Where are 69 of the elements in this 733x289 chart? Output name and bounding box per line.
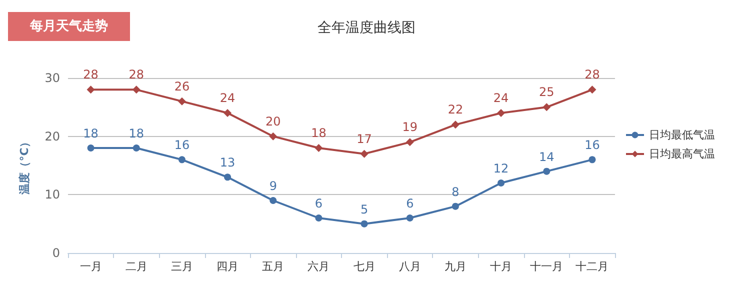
point bbox=[178, 156, 186, 164]
data-label: 5 bbox=[360, 202, 368, 216]
data-label: 24 bbox=[493, 91, 509, 105]
data-label: 13 bbox=[220, 156, 236, 170]
data-label: 20 bbox=[265, 114, 281, 128]
y-tick-label: 20 bbox=[44, 129, 60, 144]
x-tick-label: 七月 bbox=[353, 260, 376, 273]
data-label: 19 bbox=[402, 120, 418, 134]
point bbox=[132, 86, 140, 94]
point bbox=[360, 150, 368, 158]
x-tick-label: 六月 bbox=[308, 260, 330, 273]
data-label: 14 bbox=[538, 150, 554, 164]
data-label: 6 bbox=[406, 196, 414, 210]
point bbox=[406, 214, 414, 222]
y-tick-label: 0 bbox=[52, 246, 60, 260]
point bbox=[178, 97, 186, 106]
point bbox=[315, 214, 322, 222]
point bbox=[451, 120, 460, 129]
y-tick-label: 30 bbox=[44, 71, 60, 85]
point bbox=[452, 202, 459, 210]
data-label: 22 bbox=[448, 102, 464, 117]
point bbox=[86, 86, 95, 94]
data-label: 18 bbox=[128, 126, 144, 140]
x-tick-label: 八月 bbox=[398, 260, 421, 273]
point bbox=[224, 174, 232, 181]
data-label: 26 bbox=[174, 79, 190, 94]
x-tick-label: 十月 bbox=[490, 260, 512, 273]
point bbox=[224, 109, 232, 117]
point bbox=[588, 156, 596, 164]
data-label: 16 bbox=[584, 138, 600, 152]
data-label: 28 bbox=[83, 68, 98, 82]
point bbox=[498, 180, 505, 186]
chart-title: 全年温度曲线图 bbox=[318, 20, 416, 36]
point bbox=[132, 144, 140, 152]
x-tick-label: 五月 bbox=[262, 260, 284, 273]
point bbox=[314, 144, 323, 152]
point bbox=[497, 109, 506, 117]
x-tick-label: 十二月 bbox=[576, 260, 609, 273]
x-tick-label: 二月 bbox=[125, 260, 148, 273]
data-label: 18 bbox=[83, 126, 98, 140]
data-label: 16 bbox=[174, 138, 190, 152]
x-tick-label: 十一月 bbox=[530, 260, 564, 273]
data-label: 24 bbox=[220, 91, 236, 105]
text: 每月天气走势 bbox=[29, 18, 108, 34]
data-label: 28 bbox=[128, 68, 144, 82]
data-label: 9 bbox=[269, 179, 277, 193]
point bbox=[542, 103, 551, 112]
legend-label: 日均最低气温 bbox=[649, 128, 715, 142]
y-axis-title: 温度（°C） bbox=[18, 136, 31, 196]
data-label: 25 bbox=[538, 85, 554, 100]
point bbox=[543, 168, 550, 175]
point bbox=[87, 144, 94, 152]
x-tick-label: 三月 bbox=[170, 260, 193, 273]
data-label: 12 bbox=[493, 162, 509, 176]
y-tick-label: 10 bbox=[44, 188, 60, 202]
point bbox=[588, 86, 596, 94]
point bbox=[406, 138, 414, 146]
legend-label: 日均最高气温 bbox=[649, 148, 715, 160]
data-label: 17 bbox=[356, 132, 372, 146]
data-label: 28 bbox=[584, 68, 600, 82]
point bbox=[360, 220, 368, 228]
data-label: 8 bbox=[452, 184, 460, 199]
data-label: 6 bbox=[314, 196, 323, 210]
point bbox=[270, 197, 277, 204]
data-label: 18 bbox=[311, 126, 326, 140]
point bbox=[269, 132, 278, 140]
x-tick-label: 一月 bbox=[80, 260, 102, 273]
x-tick-label: 九月 bbox=[444, 260, 466, 273]
x-tick-label: 四月 bbox=[216, 260, 239, 273]
